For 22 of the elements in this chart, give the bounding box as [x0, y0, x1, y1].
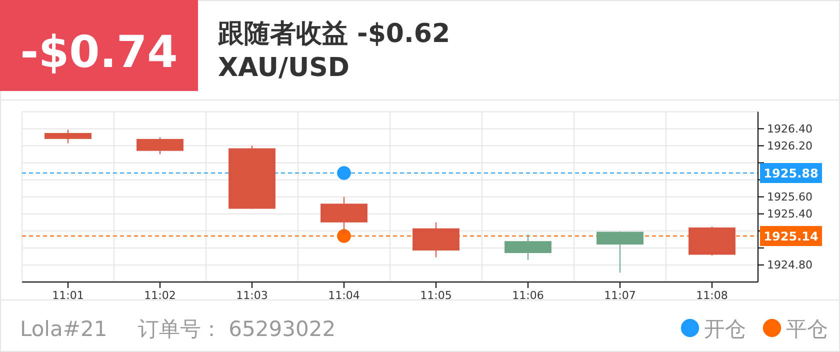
x-tick-label: 11:08: [696, 288, 728, 302]
ref-line-label: 1925.14: [764, 230, 818, 244]
legend-label: 平仓: [786, 317, 828, 341]
ref-line-label: 1925.88: [764, 166, 818, 181]
x-tick-label: 11:04: [328, 288, 360, 302]
x-tick-label: 11:05: [420, 288, 452, 302]
y-tick-label: 1924.80: [767, 258, 812, 272]
chart-title: 跟随者收益 -$0.62: [217, 19, 450, 49]
y-tick-label: 1925.60: [767, 190, 812, 204]
x-tick-label: 11:07: [604, 288, 636, 302]
text: Lola#21: [20, 317, 108, 341]
x-tick-label: 11:02: [144, 288, 176, 302]
x-tick-label: 11:01: [52, 288, 84, 302]
chart-subtitle: XAU/USD: [218, 53, 350, 83]
text: 订单号： 65293022: [138, 317, 336, 341]
text: -$0.74: [20, 27, 178, 78]
y-tick-label: 1925.40: [767, 207, 812, 220]
x-tick-label: 11:06: [512, 288, 544, 302]
y-tick-label: 1926.20: [767, 139, 812, 152]
legend-label: 开仓: [704, 317, 746, 341]
y-tick-label: 1926.40: [767, 122, 812, 136]
x-tick-label: 11:03: [236, 288, 268, 302]
